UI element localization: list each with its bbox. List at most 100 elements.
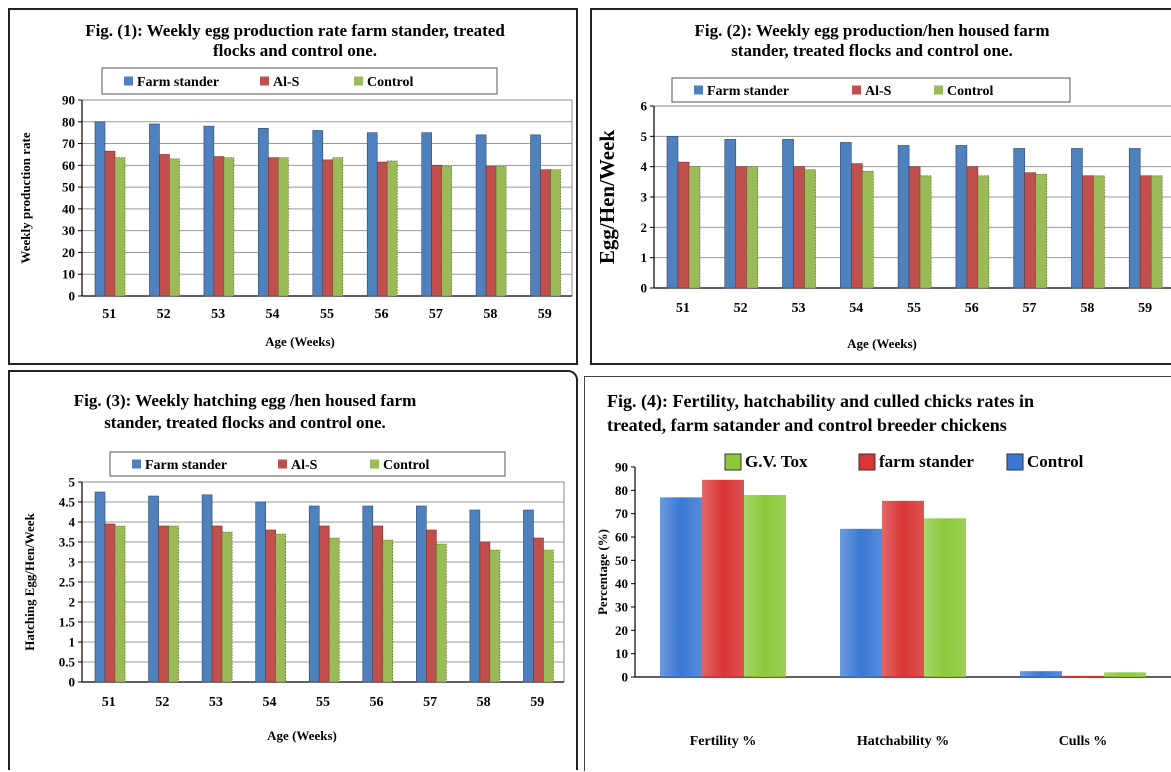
fig2-ytick-label: 5 xyxy=(641,129,648,144)
fig4-ytick-label: 20 xyxy=(615,623,628,638)
fig2-bar xyxy=(735,166,748,289)
fig4-ytick-label: 60 xyxy=(615,530,628,545)
fig3-ytick-label: 4 xyxy=(69,515,76,530)
fig4-bar xyxy=(702,479,744,677)
fig1-bar xyxy=(104,150,116,297)
fig3-ytick-label: 2.5 xyxy=(59,575,76,590)
fig1-ytick-label: 90 xyxy=(62,93,75,108)
fig3-bar xyxy=(372,525,384,683)
fig2-bar xyxy=(966,166,979,289)
fig4-legend-swatch xyxy=(858,453,876,471)
fig2-bar xyxy=(804,169,816,289)
fig4-bar xyxy=(660,497,702,677)
fig1-ytick-label: 40 xyxy=(62,201,75,216)
fig3-bar xyxy=(533,537,544,683)
fig3-ytick-label: 3 xyxy=(69,555,76,570)
fig2-bar xyxy=(897,145,910,289)
fig4-title-line: Fig. (4): Fertility, hatchability and cu… xyxy=(607,391,1034,412)
fig2-bar xyxy=(746,166,759,289)
fig2-xtick-label: 52 xyxy=(734,301,748,316)
fig2-xtick-label: 56 xyxy=(965,301,979,316)
fig4-title-line: treated, farm satander and control breed… xyxy=(607,415,1007,435)
fig2-xtick-label: 58 xyxy=(1080,301,1094,316)
fig3-ytick-label: 0.5 xyxy=(59,655,76,670)
fig3-ytick-label: 1.5 xyxy=(59,615,76,630)
fig3-xtick-label: 59 xyxy=(530,695,544,710)
fig1-bar xyxy=(159,154,170,297)
fig4-legend-label: farm stander xyxy=(879,452,974,471)
fig2-xtick-label: 57 xyxy=(1023,301,1037,316)
fig1-bar xyxy=(94,121,106,297)
fig1-bar xyxy=(550,169,561,297)
fig3-bar xyxy=(436,543,447,683)
fig2-ytick-label: 6 xyxy=(641,99,648,114)
fig2-legend-label: Control xyxy=(947,84,994,99)
fig2-y-axis-label: Egg/Hen/Week xyxy=(595,130,619,264)
fig2-title-line: stander, treated flocks and control one. xyxy=(731,41,1013,60)
fig3-bar xyxy=(426,529,437,683)
fig1-bar xyxy=(376,161,388,297)
fig4-xtick-label: Culls % xyxy=(1059,734,1108,749)
fig1-legend-label: Al-S xyxy=(273,75,300,90)
fig1-bar xyxy=(475,134,487,297)
fig2-bar xyxy=(1082,175,1094,289)
fig1-bar xyxy=(278,157,289,297)
fig2-bar xyxy=(1035,173,1047,289)
fig4-bar xyxy=(744,495,786,677)
fig4-bar xyxy=(1062,675,1104,677)
fig1-xtick-label: 51 xyxy=(102,307,116,322)
fig1-bar xyxy=(169,158,180,297)
fig1-xtick-label: 56 xyxy=(374,307,388,322)
fig4-ytick-label: 80 xyxy=(615,483,628,498)
fig3-bar xyxy=(114,525,126,683)
fig3-bar xyxy=(211,525,223,683)
fig3-bar xyxy=(382,539,394,683)
fig2-xtick-label: 59 xyxy=(1138,301,1152,316)
fig1-bar xyxy=(530,134,541,297)
fig1-panel: Fig. (1): Weekly egg production rate far… xyxy=(8,8,578,365)
fig2-bar xyxy=(1024,172,1036,289)
fig4-panel: Fig. (4): Fertility, hatchability and cu… xyxy=(584,376,1171,771)
fig3-xtick-label: 53 xyxy=(209,695,223,710)
fig1-ytick-label: 20 xyxy=(62,245,75,260)
fig2-bar xyxy=(919,175,932,289)
fig2-bar xyxy=(1139,175,1152,289)
fig3-bar xyxy=(221,531,233,683)
fig4-ytick-label: 30 xyxy=(615,600,628,615)
fig2-ytick-label: 1 xyxy=(641,250,648,265)
fig2-bar xyxy=(851,163,863,289)
fig2-xtick-label: 51 xyxy=(676,301,690,316)
fig2-bar xyxy=(955,145,968,289)
fig1-x-axis-label: Age (Weeks) xyxy=(265,334,335,349)
fig1-bar xyxy=(223,157,235,297)
fig2-x-axis-label: Age (Weeks) xyxy=(847,336,917,351)
fig2-panel: Fig. (2): Weekly egg production/hen hous… xyxy=(590,8,1171,365)
fig1-bar xyxy=(258,128,269,297)
fig4-ytick-label: 10 xyxy=(615,646,628,661)
fig2-ytick-label: 3 xyxy=(641,190,648,205)
fig4-xtick-label: Fertility % xyxy=(690,734,756,749)
fig1-bar xyxy=(332,157,344,297)
fig3-bar xyxy=(416,505,427,683)
fig3-panel: Fig. (3): Weekly hatching egg /hen house… xyxy=(8,370,578,770)
fig1-bar xyxy=(149,123,160,297)
fig2-bar xyxy=(666,136,679,289)
fig4-bar xyxy=(1020,671,1062,677)
fig2-title-line: Fig. (2): Weekly egg production/hen hous… xyxy=(695,21,1050,40)
fig3-bar xyxy=(362,505,374,683)
fig1-xtick-label: 52 xyxy=(157,307,171,322)
fig4-xtick-label: Hatchability % xyxy=(857,734,949,749)
fig1-bar xyxy=(485,166,497,297)
fig3-bar xyxy=(94,491,106,683)
fig2-bar xyxy=(688,166,701,289)
fig1-legend-label: Control xyxy=(367,75,414,90)
fig1-ytick-label: 30 xyxy=(62,223,75,238)
fig3-ytick-label: 4.5 xyxy=(59,495,76,510)
fig1-title-line: Fig. (1): Weekly egg production rate far… xyxy=(85,21,505,40)
fig1-ytick-label: 70 xyxy=(62,136,75,151)
fig3-bar xyxy=(255,501,266,683)
fig4-bar xyxy=(840,528,882,677)
fig3-bar xyxy=(275,533,286,683)
fig2-xtick-label: 54 xyxy=(849,301,863,316)
fig4-bar xyxy=(1104,672,1146,677)
